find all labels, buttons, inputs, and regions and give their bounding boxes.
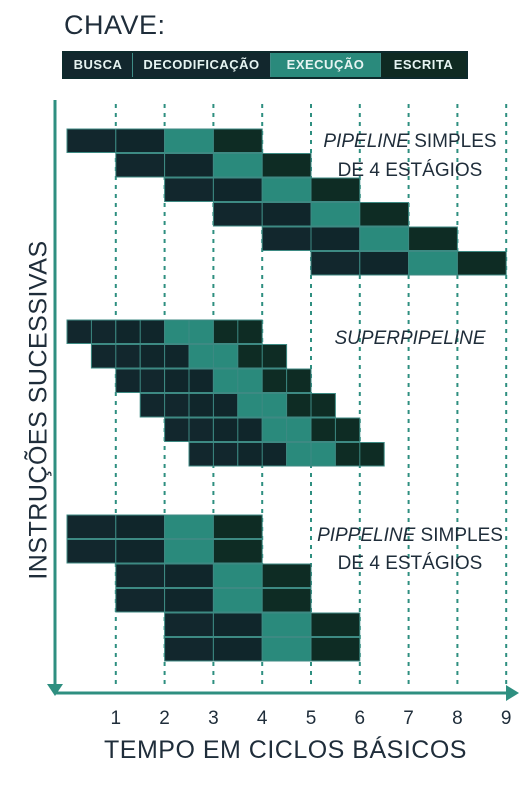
x-tick-label: 9 <box>501 708 512 729</box>
section-caption: PIPELINE SIMPLES <box>323 131 496 152</box>
stage-bar <box>164 153 214 178</box>
stage-bar <box>115 514 166 539</box>
legend-write: ESCRITA <box>380 53 466 77</box>
legend-title: CHAVE: <box>64 10 166 40</box>
x-tick-label: 7 <box>403 708 414 729</box>
stage-bar <box>261 177 312 202</box>
stage-bar <box>310 251 361 276</box>
stage-bar <box>359 251 410 276</box>
stage-bar <box>164 563 214 588</box>
stage-bar <box>115 153 166 178</box>
stage-bar <box>212 637 263 662</box>
stage-bar <box>261 153 312 178</box>
stage-bar <box>164 514 214 539</box>
legend: BUSCA DECODIFICAÇÃO EXECUÇÃO ESCRITA <box>62 51 468 79</box>
stage-bar <box>212 563 263 588</box>
stage-bar <box>310 612 361 637</box>
stage-bar <box>261 588 312 613</box>
x-tick-label: 1 <box>111 708 122 729</box>
stage-bar <box>310 177 361 202</box>
stage-bar <box>212 539 263 564</box>
stage-bar <box>212 177 263 202</box>
stage-bar <box>456 251 507 276</box>
legend-execute: EXECUÇÃO <box>270 53 380 77</box>
x-tick-label: 5 <box>306 708 317 729</box>
stage-bar <box>164 177 214 202</box>
stage-bar <box>310 226 361 251</box>
stage-bar <box>408 226 458 251</box>
stage-bar <box>115 128 166 153</box>
y-axis-arrow <box>47 684 63 696</box>
section-caption: PIPPELINE SIMPLES <box>317 525 503 546</box>
stage-bar <box>261 637 312 662</box>
stage-bar <box>261 226 312 251</box>
stage-bar <box>261 202 312 227</box>
stage-bar <box>212 153 263 178</box>
x-tick-label: 6 <box>355 708 366 729</box>
section-caption: DE 4 ESTÁGIOS <box>338 160 483 181</box>
stage-bar <box>115 588 166 613</box>
stage-bar <box>212 588 263 613</box>
stage-bar <box>212 514 263 539</box>
stage-bar <box>164 128 214 153</box>
x-tick-label: 2 <box>159 708 170 729</box>
stage-bar <box>408 251 458 276</box>
stage-bar <box>261 612 312 637</box>
legend-decode: DECODIFICAÇÃO <box>132 53 270 77</box>
stage-bar <box>212 612 263 637</box>
stage-bar <box>359 202 410 227</box>
stage-bar <box>310 637 361 662</box>
x-axis-arrow <box>506 685 519 701</box>
stage-bar <box>164 539 214 564</box>
stage-bar <box>212 128 263 153</box>
stage-bar <box>164 612 214 637</box>
legend-fetch: BUSCA <box>64 53 132 77</box>
stage-bar <box>66 128 117 153</box>
stage-bar <box>359 226 410 251</box>
stage-bar <box>164 637 214 662</box>
stage-bar <box>115 563 166 588</box>
section-caption: SUPERPIPELINE <box>335 328 486 349</box>
x-tick-label: 3 <box>208 708 219 729</box>
stage-bar <box>66 514 117 539</box>
x-tick-label: 8 <box>452 708 463 729</box>
x-axis-label: TEMPO EM CICLOS BÁSICOS <box>104 736 467 764</box>
section-caption: DE 4 ESTÁGIOS <box>338 553 483 574</box>
x-tick-label: 4 <box>257 708 268 729</box>
stage-bar <box>212 202 263 227</box>
stage-bar <box>66 539 117 564</box>
stage-bar <box>310 202 361 227</box>
stage-bar <box>115 539 166 564</box>
stage-bar <box>164 588 214 613</box>
stage-bar <box>261 563 312 588</box>
